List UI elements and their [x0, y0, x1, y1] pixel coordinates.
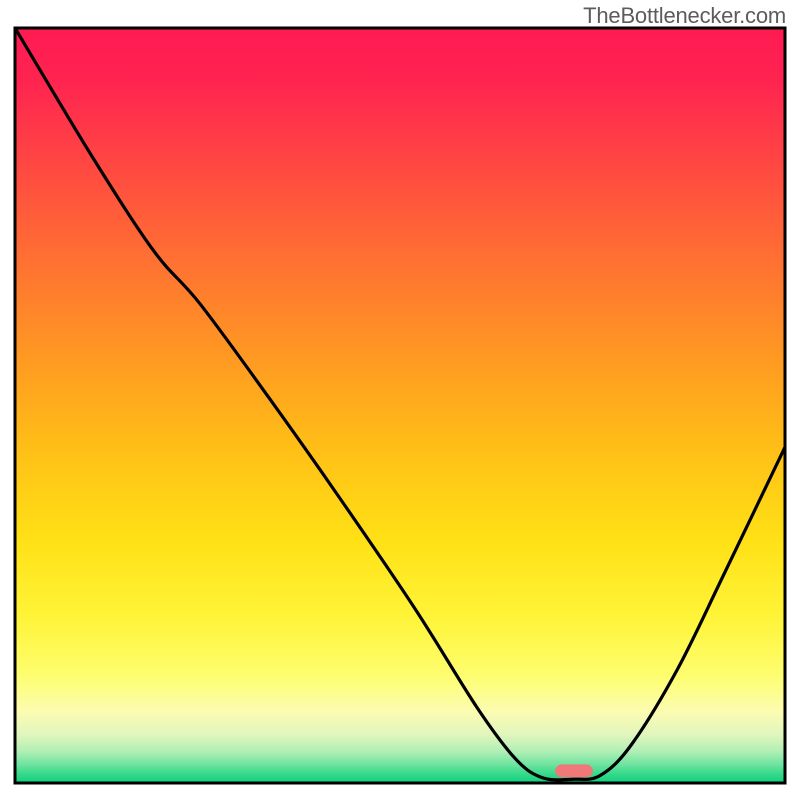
bottleneck-chart: [0, 0, 800, 800]
optimal-marker: [555, 764, 593, 777]
plot-background: [15, 28, 785, 783]
watermark-text: TheBottlenecker.com: [583, 3, 786, 29]
chart-container: TheBottlenecker.com: [0, 0, 800, 800]
